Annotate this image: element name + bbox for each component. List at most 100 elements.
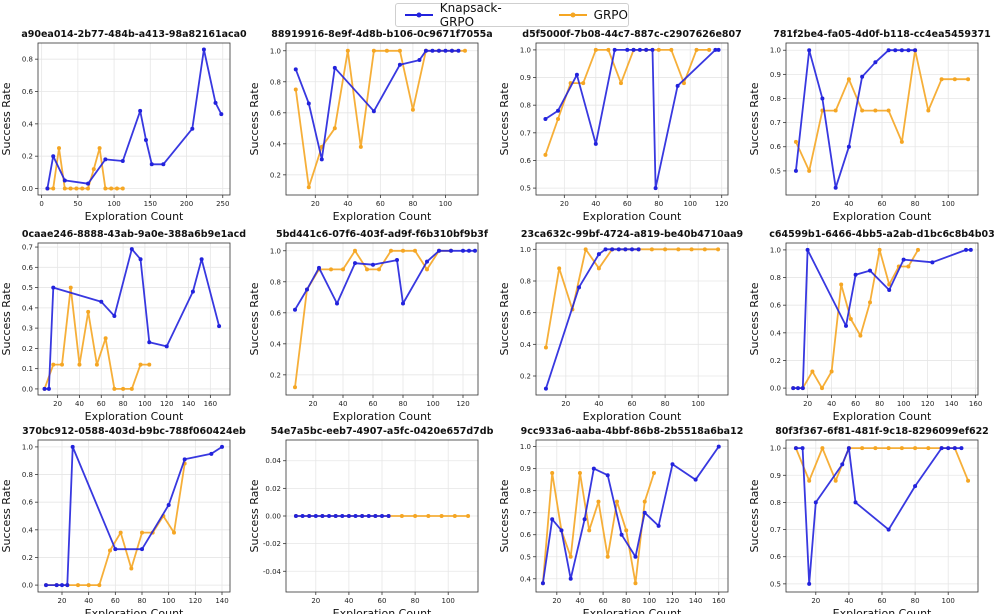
y-tick-label: 0.8	[22, 471, 33, 479]
x-tick-label: 160	[969, 400, 982, 408]
data-point-grpo	[860, 446, 865, 451]
subplot-title: a90ea014-2b77-484b-a413-98a82161aca0	[21, 29, 247, 40]
x-axis-label: Exploration Count	[85, 607, 184, 614]
data-point-grpo	[807, 168, 812, 173]
subplot-3: d5f5000f-7b08-44c7-887c-c2907626e807 0.5 0…	[498, 29, 742, 223]
data-point-knapsack-grpo	[807, 48, 812, 53]
data-point-grpo	[466, 514, 471, 518]
data-point-knapsack-grpo	[353, 261, 357, 266]
subplot-12: 80f3f367-6f81-481f-9c18-8296099ef622 0.5 0…	[748, 426, 989, 614]
y-tick-label: 0.6	[770, 553, 782, 561]
data-point-knapsack-grpo	[113, 547, 118, 552]
series-line-knapsack-grpo	[294, 49, 459, 161]
x-tick-label: 80	[138, 597, 147, 605]
data-point-grpo	[345, 48, 350, 53]
data-point-knapsack-grpo	[893, 48, 898, 53]
data-point-grpo	[676, 247, 681, 252]
y-tick-label: 0.4	[520, 575, 532, 583]
data-point-knapsack-grpo	[813, 500, 818, 505]
data-point-knapsack-grpo	[642, 510, 647, 515]
x-axis-label: Exploration Count	[583, 210, 682, 223]
data-point-grpo	[916, 247, 920, 252]
subplot-4: 781f2be4-fa05-4d0f-b118-cc4ea5459371 0.5 0…	[748, 29, 991, 223]
x-tick-label: 60	[878, 200, 887, 208]
data-point-knapsack-grpo	[346, 514, 351, 518]
y-tick-label: 0.8	[22, 56, 33, 64]
data-point-grpo	[587, 528, 592, 533]
data-point-knapsack-grpo	[605, 473, 610, 478]
x-tick-label: 20	[58, 597, 67, 605]
y-tick-label: 0.04	[265, 457, 281, 465]
data-point-knapsack-grpo	[582, 517, 587, 522]
data-point-grpo	[543, 152, 548, 157]
data-point-knapsack-grpo	[543, 386, 548, 391]
x-tick-label: 80	[411, 597, 420, 605]
data-point-grpo	[543, 345, 548, 350]
data-point-knapsack-grpo	[461, 248, 465, 253]
data-point-knapsack-grpo	[42, 386, 47, 391]
y-tick-label: 0.1	[22, 365, 33, 373]
data-point-knapsack-grpo	[120, 159, 125, 164]
data-point-grpo	[377, 267, 381, 272]
x-tick-label: 80	[654, 200, 663, 208]
data-point-knapsack-grpo	[596, 252, 601, 257]
data-point-grpo	[76, 583, 80, 588]
data-point-knapsack-grpo	[901, 257, 906, 262]
plot-frame	[785, 42, 979, 196]
data-point-grpo	[952, 77, 957, 82]
data-point-grpo	[353, 248, 357, 253]
series-line-knapsack-grpo	[795, 447, 962, 585]
x-axis-label: Exploration Count	[583, 607, 682, 614]
data-point-knapsack-grpo	[313, 514, 318, 518]
y-tick-label: 0.2	[770, 357, 781, 365]
x-tick-label: 200	[180, 200, 193, 208]
data-point-knapsack-grpo	[886, 527, 891, 532]
y-tick-label: 0.5	[22, 284, 33, 292]
data-point-grpo	[306, 185, 311, 190]
data-point-knapsack-grpo	[436, 48, 441, 53]
y-tick-label: 0.9	[520, 74, 531, 82]
data-point-knapsack-grpo	[366, 514, 371, 518]
y-tick-label: 0.8	[520, 278, 531, 286]
x-tick-label: 120	[666, 597, 679, 605]
data-point-knapsack-grpo	[543, 117, 548, 121]
data-point-knapsack-grpo	[306, 101, 311, 106]
data-point-knapsack-grpo	[559, 528, 564, 533]
data-point-knapsack-grpo	[360, 514, 365, 518]
data-point-knapsack-grpo	[62, 178, 67, 183]
data-point-knapsack-grpo	[319, 157, 324, 162]
data-point-grpo	[689, 247, 694, 252]
data-point-knapsack-grpo	[220, 444, 224, 449]
subplot-1: a90ea014-2b77-484b-a413-98a82161aca0 0.0 0…	[0, 29, 247, 223]
plot-frame	[535, 439, 729, 593]
x-tick-label: 100	[692, 400, 705, 408]
x-tick-label: 40	[339, 400, 348, 408]
data-point-knapsack-grpo	[930, 260, 935, 265]
data-point-grpo	[860, 108, 865, 113]
x-tick-label: 140	[215, 597, 228, 605]
x-tick-label: 100	[442, 597, 455, 605]
data-point-grpo	[624, 528, 629, 533]
data-point-knapsack-grpo	[340, 514, 345, 518]
data-point-grpo	[129, 386, 134, 391]
data-point-knapsack-grpo	[653, 186, 658, 191]
data-point-grpo	[103, 336, 108, 341]
data-point-grpo	[140, 530, 144, 535]
y-tick-label: 0.0	[22, 185, 33, 193]
y-tick-label: 0.3	[22, 325, 33, 333]
x-tick-label: 20	[811, 200, 820, 208]
data-point-knapsack-grpo	[577, 285, 582, 290]
data-point-knapsack-grpo	[473, 248, 477, 253]
y-tick-label: 0.2	[22, 554, 33, 562]
data-point-grpo	[425, 267, 429, 272]
data-point-knapsack-grpo	[417, 58, 422, 63]
data-point-knapsack-grpo	[430, 48, 435, 53]
data-point-knapsack-grpo	[70, 444, 75, 449]
y-tick-label: -0.02	[263, 540, 281, 548]
data-point-grpo	[606, 47, 611, 52]
data-point-grpo	[138, 362, 143, 367]
x-tick-label: 100	[897, 400, 910, 408]
data-point-knapsack-grpo	[846, 144, 851, 149]
data-point-grpo	[694, 47, 699, 52]
data-point-grpo	[413, 248, 417, 253]
